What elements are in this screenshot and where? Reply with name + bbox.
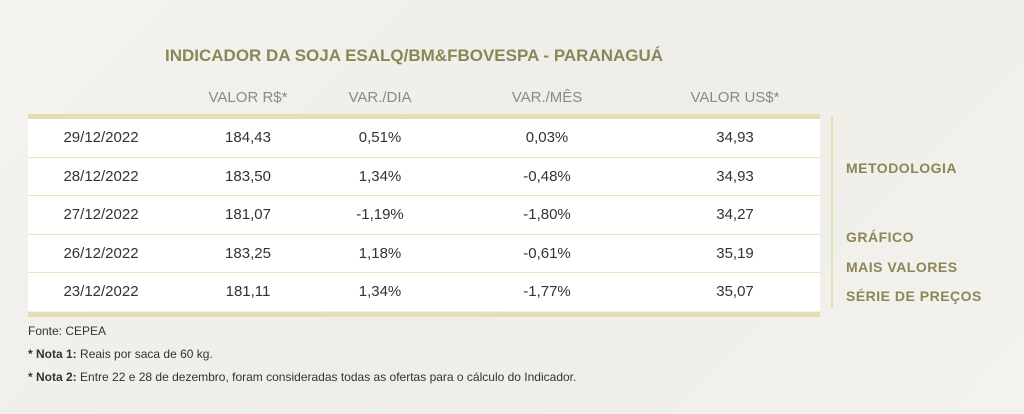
table-row: 29/12/2022 184,43 0,51% 0,03% 34,93 [28,119,820,157]
table-cell: 0,03% [525,129,569,146]
table-cell: -1,80% [523,206,571,223]
table-cell: 26/12/2022 [63,244,139,262]
table-cell: 1,18% [358,244,402,262]
table-cell: 1,34% [358,167,402,185]
note-label: * Nota 2: [28,370,77,384]
table-cell: 183,50 [225,167,271,185]
side-link[interactable]: MAIS VALORES [846,259,958,275]
source-note: Fonte: CEPEA [28,324,107,338]
note-text: Reais por saca de 60 kg. [80,347,213,361]
table-cell: -0,61% [523,244,571,262]
table-cell: 183,25 [225,244,271,262]
table-row: 23/12/2022 181,11 1,34% -1,77% 35,07 [28,273,820,311]
note-text: Entre 22 e 28 de dezembro, foram conside… [80,370,577,384]
side-link[interactable]: SÉRIE DE PREÇOS [846,288,982,304]
table-cell: 29/12/2022 [63,129,139,146]
table-cell: -1,19% [356,206,404,223]
table-cell: 1,34% [358,283,402,300]
table-cell: 34,27 [716,206,754,223]
note: * Nota 2: Entre 22 e 28 de dezembro, for… [28,370,576,384]
table-cell: 0,51% [358,129,402,146]
table-row: 28/12/2022 183,50 1,34% -0,48% 34,93 [28,157,820,196]
column-header: VAR./DIA [348,89,412,106]
table-cell: 34,93 [716,167,754,185]
table-cell: 23/12/2022 [63,283,139,300]
note-label: * Nota 1: [28,347,77,361]
table-cell: -1,77% [523,283,571,300]
table-row: 26/12/2022 183,25 1,18% -0,61% 35,19 [28,234,820,273]
table-cell: 28/12/2022 [63,167,139,185]
side-link[interactable]: METODOLOGIA [846,160,958,176]
note: * Nota 1: Reais por saca de 60 kg. [28,347,213,361]
column-header: VAR./MÊS [511,89,583,106]
table-row: 27/12/2022 181,07 -1,19% -1,80% 34,27 [28,196,820,234]
table-cell: 35,07 [716,283,754,300]
table-top-bar [28,114,820,119]
table-cell: -0,48% [523,167,571,185]
table-cell: 34,93 [716,129,754,146]
column-header: VALOR US$* [690,89,780,106]
column-header: VALOR R$* [208,89,288,106]
table-cell: 27/12/2022 [63,206,139,223]
table-cell: 181,07 [225,206,271,223]
side-link[interactable]: GRÁFICO [846,229,915,245]
table-cell: 35,19 [716,244,754,262]
divider [831,116,833,308]
table-cell: 184,43 [225,129,271,146]
table-bottom-bar [28,311,820,317]
table-cell: 181,11 [225,283,271,300]
title: INDICADOR DA SOJA ESALQ/BM&FBOVESPA - PA… [165,46,664,65]
